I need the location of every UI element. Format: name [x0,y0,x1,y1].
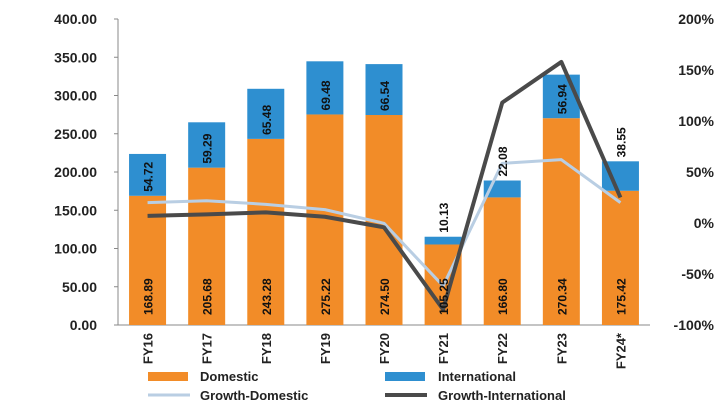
legend-label-growth-domestic: Growth-Domestic [200,388,308,403]
data-label-domestic: 105.25 [437,278,451,315]
x-tick-label: FY21 [436,333,451,364]
data-label-international: 54.72 [142,161,156,191]
data-label-international: 66.54 [378,81,392,111]
x-tick-label: FY19 [318,333,333,364]
line-growth-domestic [147,158,622,288]
bar-international [424,236,462,245]
data-label-domestic: 274.50 [378,278,392,315]
y-right-tick-label: 100% [678,113,714,129]
bar-international [188,122,226,168]
y-left-tick-label: 0.00 [70,317,97,333]
legend-label-domestic: Domestic [200,369,259,384]
data-label-domestic: 168.89 [142,278,156,315]
y-right-tick-label: 150% [678,62,714,78]
y-left-tick-label: 100.00 [54,241,97,257]
data-label-domestic: 166.80 [496,278,510,315]
data-label-international: 10.13 [437,202,451,232]
y-right-tick-label: -50% [681,266,714,282]
x-tick-label: FY18 [259,333,274,364]
x-tick-label: FY17 [200,333,215,364]
data-label-international: 69.48 [319,80,333,110]
y-left-tick-label: 350.00 [54,49,97,65]
data-label-domestic: 175.42 [614,278,628,315]
legend-swatch-domestic [148,372,188,381]
y-right-tick-label: 50% [686,164,715,180]
line-growth-international [147,59,623,312]
bar-international [365,64,403,116]
x-tick-label: FY24* [613,332,628,369]
data-label-domestic: 205.68 [201,278,215,315]
data-label-domestic: 243.28 [260,278,274,315]
bar-domestic [483,197,521,325]
y-left-tick-label: 400.00 [54,11,97,27]
data-label-international: 56.94 [555,84,569,114]
y-left-tick-label: 300.00 [54,88,97,104]
bar-international [129,153,167,196]
bar-domestic [188,167,226,325]
legend-label-growth-international: Growth-International [438,388,566,403]
bar-domestic [542,118,580,325]
bar-domestic [601,190,639,325]
x-tick-label: FY22 [495,333,510,364]
bar-domestic [247,138,285,325]
bar-international [542,74,580,119]
legend-label-international: International [438,369,516,384]
bar-international [306,61,344,115]
y-left-tick-label: 150.00 [54,202,97,218]
y-left-tick-label: 200.00 [54,164,97,180]
legend-swatch-international [385,372,425,381]
y-right-tick-label: 200% [678,11,714,27]
data-label-international: 38.55 [614,127,628,157]
data-label-international: 65.48 [260,105,274,135]
bar-international [247,88,285,139]
data-label-domestic: 270.34 [555,278,569,315]
y-right-tick-label: -100% [674,317,715,333]
y-left-tick-label: 50.00 [62,279,97,295]
y-right-tick-label: 0% [694,215,715,231]
data-label-international: 59.29 [201,133,215,163]
x-tick-label: FY20 [377,333,392,364]
x-tick-label: FY23 [554,333,569,364]
data-label-international: 22.08 [496,146,510,176]
y-left-tick-label: 250.00 [54,126,97,142]
x-tick-label: FY16 [141,333,156,364]
data-label-domestic: 275.22 [319,278,333,315]
